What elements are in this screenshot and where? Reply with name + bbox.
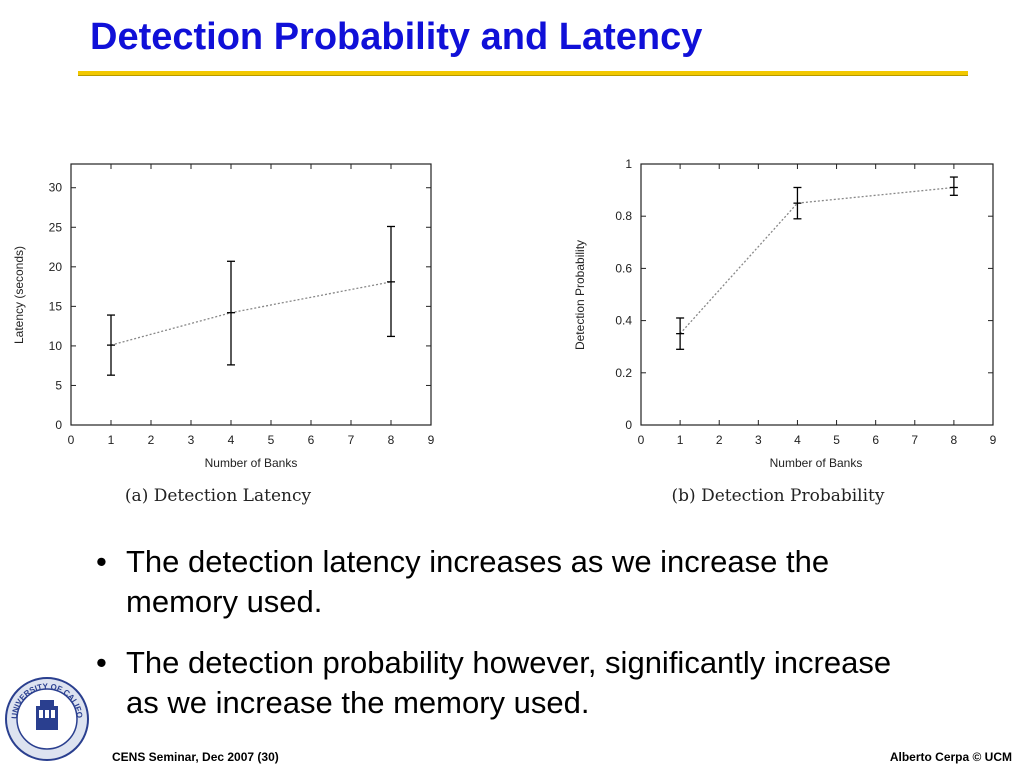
y-tick-label: 0.2: [615, 366, 632, 380]
probability-chart: 0 1 2 3 4 5 6 7 8 9 0 0.2 0.4 0.6 0.8 1 Number of Bank…: [573, 157, 997, 506]
series-line: [679, 186, 954, 335]
x-tick-label: 8: [951, 433, 958, 447]
plot-area-frame: [640, 163, 994, 426]
x-tick-label: 1: [108, 433, 115, 447]
plot-area-frame: [70, 163, 432, 426]
x-tick-label: 5: [833, 433, 840, 447]
x-tick-label: 4: [228, 433, 235, 447]
university-seal-logo: UNIVERSITY OF CALIFORNIA · MERCED: [4, 676, 89, 761]
y-tick-label: 10: [49, 339, 63, 353]
x-tick-label: 2: [148, 433, 155, 447]
x-tick-label: 9: [428, 433, 435, 447]
y-tick-label: 0.4: [615, 314, 632, 328]
x-tick-label: 7: [348, 433, 355, 447]
y-axis-label: Latency (seconds): [12, 246, 26, 344]
y-tick-label: 15: [49, 299, 63, 313]
x-tick-label: 0: [638, 433, 645, 447]
chart-caption-b: (b) Detection Probability: [672, 486, 885, 506]
bullet-item: • The detection probability however, sign…: [92, 643, 912, 723]
x-tick-label: 6: [308, 433, 315, 447]
y-tick-label: 0: [625, 418, 632, 432]
bullet-item: • The detection latency increases as we i…: [92, 542, 912, 622]
bullet-list: • The detection latency increases as we i…: [92, 542, 912, 744]
y-tick-label: 25: [49, 220, 63, 234]
bullet-dot: •: [96, 645, 107, 680]
y-tick-label: 5: [55, 378, 62, 392]
slide-title: Detection Probability and Latency: [90, 16, 703, 58]
x-tick-label: 5: [268, 433, 275, 447]
y-tick-label: 30: [49, 181, 63, 195]
x-tick-label: 2: [716, 433, 723, 447]
x-tick-label: 9: [990, 433, 997, 447]
y-ticks: 0 5 10 15 20 25 30: [49, 181, 431, 432]
footer-seminar: CENS Seminar, Dec 2007 (30): [112, 750, 279, 764]
probability-series: [676, 176, 958, 350]
x-tick-label: 8: [388, 433, 395, 447]
series-line: [110, 281, 392, 346]
x-tick-label: 6: [872, 433, 879, 447]
bullet-text: The detection latency increases as we in…: [126, 544, 830, 619]
footer-copyright: Alberto Cerpa © UCM: [889, 750, 1012, 764]
y-axis-label: Detection Probability: [573, 240, 587, 350]
x-tick-label: 0: [68, 433, 75, 447]
y-tick-label: 0.6: [615, 261, 632, 275]
x-tick-label: 4: [794, 433, 801, 447]
chart-caption-a: (a) Detection Latency: [125, 486, 312, 506]
y-tick-label: 0: [55, 418, 62, 432]
y-tick-label: 0.8: [615, 209, 632, 223]
y-tick-label: 1: [625, 157, 632, 171]
x-axis-label: Number of Banks: [770, 456, 863, 470]
x-ticks: 0 1 2 3 4 5 6 7 8 9: [638, 164, 997, 447]
x-tick-label: 7: [911, 433, 918, 447]
latency-series: [107, 225, 395, 376]
x-tick-label: 3: [188, 433, 195, 447]
y-tick-label: 20: [49, 260, 63, 274]
x-tick-label: 3: [755, 433, 762, 447]
title-underline: [78, 71, 968, 76]
bullet-text: The detection probability however, signi…: [126, 645, 892, 720]
bullet-dot: •: [96, 544, 107, 579]
x-axis-label: Number of Banks: [205, 456, 298, 470]
x-ticks: 0 1 2 3 4 5 6 7 8 9: [68, 164, 435, 447]
y-ticks: 0 0.2 0.4 0.6 0.8 1: [615, 157, 993, 432]
x-tick-label: 1: [677, 433, 684, 447]
